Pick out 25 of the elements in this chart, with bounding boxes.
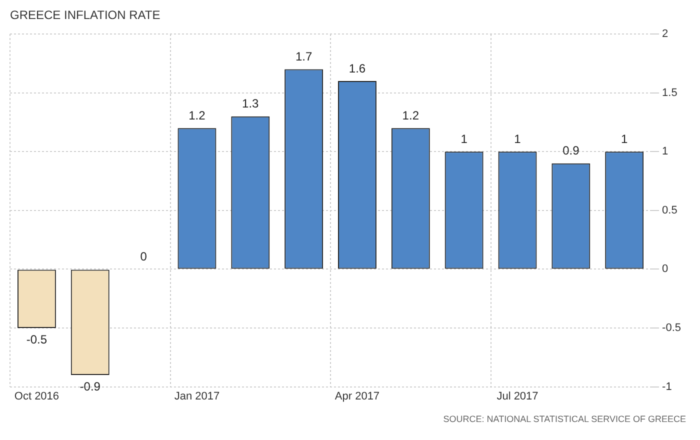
data-label: 1 bbox=[514, 132, 522, 146]
data-label: 1.7 bbox=[295, 50, 312, 64]
y-tick-label: 0.5 bbox=[662, 204, 678, 216]
data-label: -0.5 bbox=[26, 332, 48, 346]
data-label: 1 bbox=[620, 132, 628, 146]
data-label: 0 bbox=[140, 250, 148, 264]
data-label: 1 bbox=[460, 132, 468, 146]
data-label: 1.2 bbox=[402, 108, 420, 122]
y-tick-label: 2 bbox=[662, 28, 668, 40]
y-tick-label: 1.5 bbox=[662, 86, 678, 99]
data-label: 1.2 bbox=[188, 108, 206, 122]
chart-title: GREECE INFLATION RATE bbox=[10, 8, 160, 22]
data-label: 1.3 bbox=[242, 96, 260, 111]
x-tick-label: Apr 2017 bbox=[334, 390, 380, 402]
source-note: SOURCE: NATIONAL STATISTICAL SERVICE OF GREECE bbox=[443, 414, 686, 424]
data-label: -0.9 bbox=[80, 379, 101, 394]
data-label: 1.6 bbox=[348, 61, 366, 76]
x-tick-label: Oct 2016 bbox=[14, 390, 60, 402]
y-tick-label: 1 bbox=[662, 146, 668, 158]
x-tick-label: Jul 2017 bbox=[496, 390, 538, 402]
x-tick-label: Jan 2017 bbox=[174, 390, 220, 402]
data-label: 0.9 bbox=[562, 144, 580, 158]
y-tick-label: -0.5 bbox=[662, 322, 682, 334]
y-tick-label: 0 bbox=[662, 263, 668, 276]
y-tick-label: -1 bbox=[662, 380, 672, 393]
